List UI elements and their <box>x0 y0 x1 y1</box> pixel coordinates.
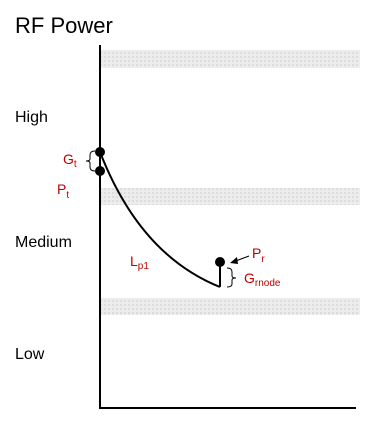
title: RF Power <box>15 13 113 38</box>
point <box>95 166 105 176</box>
annotation-main: G <box>244 270 255 286</box>
level-label: High <box>15 109 48 126</box>
annotation-sub: t <box>74 159 77 170</box>
annotation-main: P <box>252 245 261 261</box>
arrow-head <box>230 257 238 264</box>
point <box>215 257 225 267</box>
annotation-sub: p1 <box>138 261 150 272</box>
band <box>100 188 360 205</box>
brace <box>85 150 96 172</box>
annotation: Grnode <box>244 270 281 289</box>
level-label: Low <box>15 346 45 363</box>
annotation-sub: t <box>66 190 69 201</box>
level-label: Medium <box>15 234 72 251</box>
annotation-sub: r <box>261 254 265 265</box>
annotation-main: L <box>130 253 138 269</box>
path-loss-curve <box>99 151 221 288</box>
annotation: Lp1 <box>130 253 149 272</box>
annotation: Gt <box>63 151 77 170</box>
band <box>100 298 360 315</box>
annotation: Pt <box>57 181 69 201</box>
annotation-main: G <box>63 151 74 167</box>
band <box>100 50 360 68</box>
point <box>95 147 105 157</box>
annotation-main: P <box>57 181 66 197</box>
annotation-sub: rnode <box>255 278 281 289</box>
annotation: Pr <box>252 245 265 265</box>
brace <box>226 267 237 288</box>
